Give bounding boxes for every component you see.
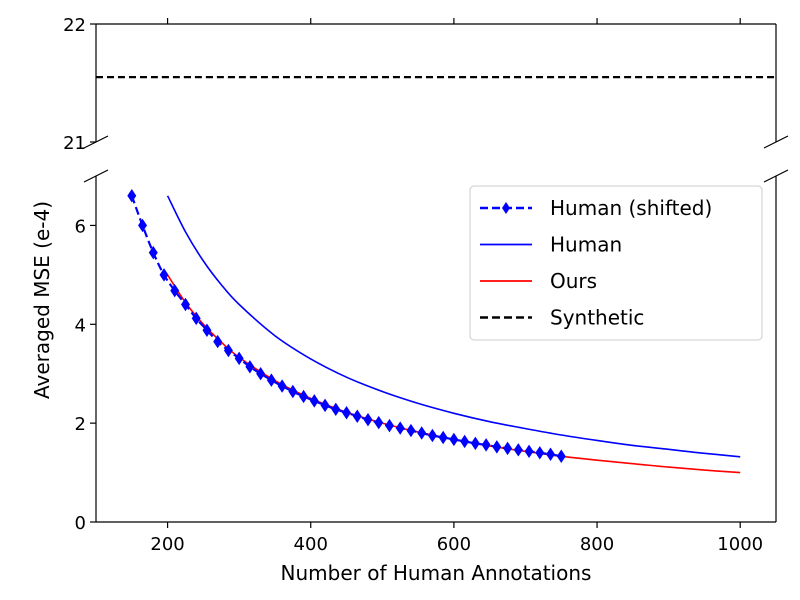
series-layer [96, 75, 776, 474]
y-tick-label-bottom: 6 [75, 216, 86, 237]
legend-entry-human: Human [480, 233, 622, 257]
data-point-human-shifted [417, 426, 427, 440]
data-point-human-shifted [524, 444, 534, 459]
data-point-human-shifted [503, 441, 513, 456]
data-point-human-shifted [138, 218, 148, 233]
data-point-human-shifted [395, 421, 405, 435]
data-point-human-shifted [374, 415, 384, 430]
series-human [166, 195, 741, 458]
data-point-human-shifted [384, 418, 394, 433]
y-axis-title: Averaged MSE (e-4) [30, 201, 54, 399]
data-point-human-shifted [309, 394, 319, 408]
data-point-human-shifted [213, 334, 223, 349]
legend-items: Human (shifted) Human Ours Synthetic [480, 196, 712, 330]
data-point-human-shifted [406, 423, 416, 438]
legend-label: Human [550, 233, 622, 257]
data-point-human-shifted [234, 351, 244, 366]
data-point-human-shifted [148, 245, 158, 260]
x-tick-label: 400 [294, 534, 328, 555]
data-point-human-shifted [470, 436, 480, 451]
data-point-human-shifted [363, 412, 373, 427]
data-point-human-shifted [202, 323, 212, 337]
x-tick-label: 800 [580, 534, 614, 555]
data-point-human-shifted [299, 389, 309, 404]
legend-entry-human-shifted: Human (shifted) [480, 196, 712, 220]
data-point-human-shifted [481, 438, 491, 452]
legend-entry-synthetic: Synthetic [480, 306, 644, 330]
break-marker-bottom-right [763, 169, 789, 183]
data-point-human-shifted [352, 409, 362, 423]
bottom-panel: 200 400 600 800 1000 0 2 4 6 [75, 176, 777, 555]
y-tick-label-top: 21 [63, 133, 86, 154]
data-point-human-shifted [277, 379, 287, 393]
legend-entry-ours: Ours [480, 269, 597, 293]
data-point-human-shifted [427, 428, 437, 443]
data-point-human-shifted [556, 449, 566, 463]
data-point-human-shifted [288, 384, 298, 399]
data-point-human-shifted [320, 398, 330, 413]
series-human-shifted [127, 189, 566, 463]
axis-break-markers [83, 135, 789, 183]
data-point-human-shifted [513, 443, 523, 457]
x-axis-title: Number of Human Annotations [281, 561, 592, 585]
break-marker-bottom-left [83, 169, 109, 183]
legend-marker [502, 202, 510, 214]
data-point-human-shifted [256, 366, 266, 381]
legend-label: Synthetic [550, 306, 644, 330]
data-point-human-shifted [438, 430, 448, 445]
data-point-human-shifted [223, 343, 233, 358]
top-panel-ticks: 21 22 [63, 15, 741, 154]
data-point-human-shifted [170, 283, 180, 298]
y-tick-label-top: 22 [63, 15, 86, 36]
legend: Human (shifted) Human Ours Synthetic [469, 185, 763, 341]
legend-label: Human (shifted) [550, 196, 712, 220]
y-tick-label-bottom: 4 [75, 315, 86, 336]
x-tick-label: 600 [437, 534, 471, 555]
bottom-panel-ticks: 200 400 600 800 1000 0 2 4 6 [75, 216, 764, 555]
legend-label: Ours [550, 269, 597, 293]
y-tick-label-bottom: 0 [75, 513, 86, 534]
data-point-human-shifted [191, 311, 201, 326]
top-panel: 21 22 [63, 15, 777, 154]
data-point-human-shifted [342, 406, 352, 420]
data-point-human-shifted [127, 189, 137, 203]
data-point-human-shifted [449, 432, 459, 447]
data-point-human-shifted [546, 447, 556, 462]
data-point-human-shifted [492, 440, 502, 454]
break-marker-top-right [763, 135, 789, 149]
data-point-human-shifted [535, 446, 545, 460]
data-point-human-shifted [460, 434, 470, 449]
x-tick-label: 1000 [717, 534, 763, 555]
data-point-human-shifted [159, 268, 169, 282]
x-tick-label: 200 [150, 534, 184, 555]
data-point-human-shifted [266, 373, 276, 387]
data-point-human-shifted [331, 402, 341, 417]
y-tick-label-bottom: 2 [75, 414, 86, 435]
legend-box [469, 185, 763, 341]
data-point-human-shifted [180, 297, 190, 312]
break-marker-top-left [83, 135, 109, 149]
series-line-human [166, 195, 741, 458]
data-point-human-shifted [245, 360, 255, 374]
